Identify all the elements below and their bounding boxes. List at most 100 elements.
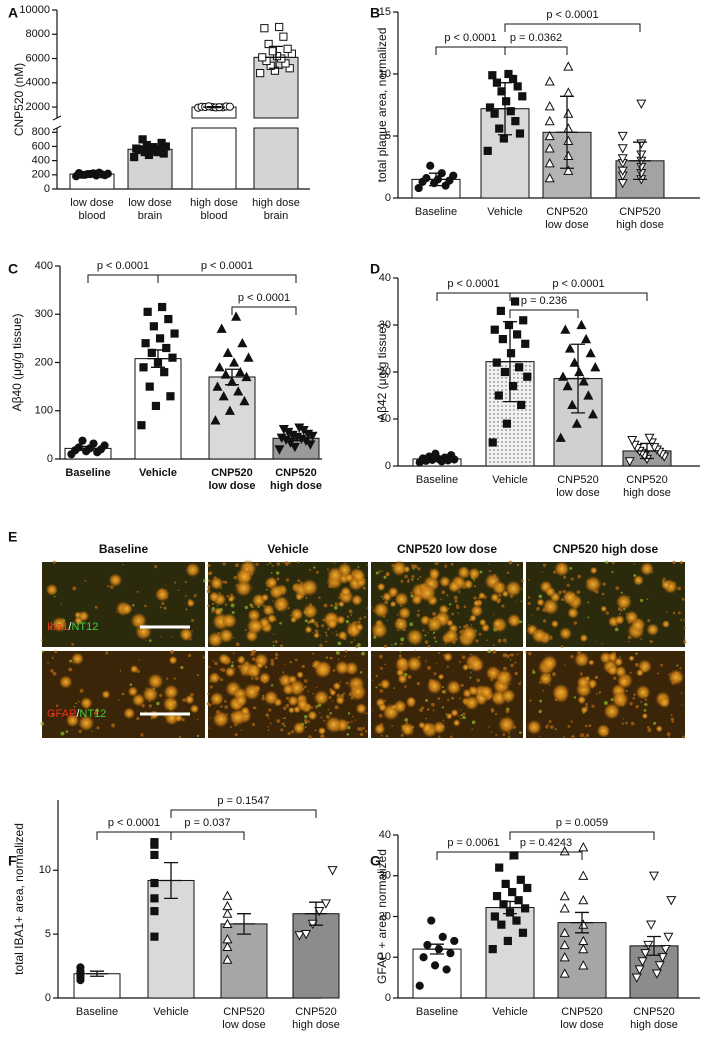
micrograph-speck [359, 732, 364, 737]
micrograph-speck [447, 698, 450, 702]
micrograph-speck [313, 566, 316, 569]
micrograph-plaque [272, 595, 290, 613]
micrograph-plaque [573, 651, 590, 668]
data-point [492, 892, 502, 901]
micrograph-speck [303, 665, 305, 668]
micrograph-plaque [542, 598, 560, 616]
micrograph-speck [646, 725, 650, 729]
micrograph-speck [252, 653, 255, 656]
micrograph-speck [378, 572, 381, 574]
micrograph-speck [244, 629, 247, 632]
micrograph-speck [521, 579, 524, 583]
micrograph-speck [446, 665, 449, 668]
micrograph-plaque [129, 664, 139, 674]
x-tick-label: brain [264, 210, 288, 222]
micrograph-plaque [212, 710, 230, 728]
micrograph-speck [605, 611, 610, 615]
micrograph-plaque [596, 723, 611, 738]
micrograph-speck [538, 594, 543, 599]
x-tick-label: Baseline [76, 1006, 118, 1018]
micrograph-speck [271, 564, 274, 567]
micrograph-speck [460, 714, 464, 717]
micrograph-speck [240, 728, 243, 731]
micrograph-speck [548, 720, 552, 724]
significance-bracket [509, 831, 655, 840]
data-point [637, 957, 648, 967]
micrograph-speck [502, 638, 507, 643]
micrograph-plaque [496, 582, 503, 589]
micrograph-speck [319, 634, 321, 637]
micrograph-speck [347, 712, 351, 715]
data-point [151, 401, 161, 411]
micrograph-speck [357, 566, 360, 568]
error-bar [629, 141, 651, 181]
micrograph-speck [591, 704, 595, 708]
micrograph-speck [629, 671, 632, 674]
panel-label: F [8, 853, 17, 869]
micrograph-speck [524, 651, 528, 654]
micrograph-speck [433, 672, 437, 676]
micrograph-speck [270, 658, 275, 663]
micrograph-speck [314, 704, 319, 709]
micrograph-speck [434, 561, 439, 566]
data-point [222, 954, 233, 964]
micrograph-speck [611, 561, 615, 565]
micrograph-plaque [544, 586, 556, 598]
data-point [150, 878, 159, 888]
micrograph-plaque [78, 610, 90, 622]
micrograph-speck [416, 577, 420, 581]
p-value: p = 0.0059 [556, 817, 608, 829]
micrograph-speck [254, 707, 257, 710]
micrograph-speck [270, 661, 275, 666]
micrograph-plaque [120, 602, 133, 616]
data-point [517, 400, 526, 409]
data-point [450, 936, 459, 946]
data-point [578, 894, 589, 905]
data-point [544, 143, 555, 153]
micrograph-speck [453, 595, 458, 600]
data-point [78, 436, 87, 445]
micrograph-speck [680, 619, 683, 622]
micrograph-speck [445, 563, 447, 565]
micrograph-plaque [479, 684, 494, 699]
micrograph-speck [324, 631, 328, 634]
micrograph-speck [404, 685, 407, 688]
micrograph-speck [94, 711, 98, 716]
data-point [508, 887, 517, 897]
micrograph-plaque [262, 604, 275, 617]
error-bar [285, 435, 307, 442]
y-tick-label: 10 [379, 413, 391, 425]
micrograph-speck [419, 656, 421, 658]
micrograph-speck [315, 624, 319, 628]
data-point [224, 405, 235, 415]
error-bar [233, 913, 255, 935]
micrograph-speck [414, 650, 417, 653]
micrograph-speck [265, 713, 270, 717]
data-point [260, 24, 269, 33]
micrograph-plaque [628, 655, 635, 662]
micrograph-speck [287, 561, 291, 565]
micrograph-speck [510, 653, 514, 657]
significance-bracket [96, 831, 172, 840]
micrograph-speck [351, 715, 354, 718]
micrograph-speck [41, 639, 44, 642]
micrograph-speck [501, 604, 505, 608]
micrograph-speck [281, 561, 284, 563]
micrograph-speck [683, 627, 686, 630]
data-point [488, 71, 497, 80]
micrograph-speck [140, 733, 144, 737]
micrograph-speck [570, 720, 573, 723]
y-axis-label: Aβ40 (μg/g tissue) [10, 314, 24, 412]
data-point [559, 951, 570, 962]
micrograph-speck [621, 722, 624, 725]
micrograph-plaque [208, 591, 220, 603]
data-point [499, 134, 508, 143]
data-point [285, 64, 294, 73]
micrograph-speck [570, 655, 574, 659]
micrograph-plaque [373, 601, 390, 619]
micrograph-plaque [567, 606, 579, 619]
micrograph-plaque [559, 626, 573, 641]
micrograph-speck [209, 717, 212, 719]
micrograph-speck [196, 734, 200, 737]
micrograph-speck [602, 582, 606, 586]
